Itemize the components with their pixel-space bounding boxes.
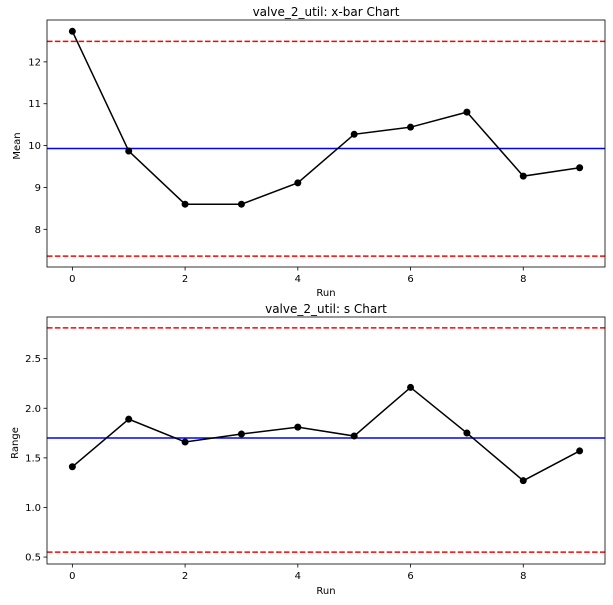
series-line [71,30,580,205]
y-tick-label: 1.5 [25,453,41,464]
x-tick-label: 0 [69,274,75,285]
chart-title: valve_2_util: s Chart [265,302,387,316]
y-tick-label: 9 [35,183,41,194]
data-point [350,432,358,440]
data-point [576,164,584,172]
data-point [181,438,189,446]
y-axis-label: Mean [12,132,23,159]
x-axis-label: Run [316,288,335,299]
chart-title: valve_2_util: x-bar Chart [253,5,400,19]
x-tick-label: 8 [520,571,526,582]
y-tick-label: 2.5 [25,354,41,365]
data-point [350,130,358,138]
x-tick-label: 0 [69,571,75,582]
y-tick-label: 1.0 [25,503,41,514]
data-point [68,463,76,471]
data-point [576,447,584,455]
x-tick-label: 8 [520,274,526,285]
y-tick-label: 12 [28,57,41,68]
data-point [519,477,527,485]
series-group [68,27,584,208]
data-point [125,415,133,423]
data-point [407,123,415,131]
y-tick-label: 10 [28,141,41,152]
x-tick-label: 6 [407,571,413,582]
x-tick-label: 6 [407,274,413,285]
y-ticks: 0.5 1.0 1.5 2.0 2.5 [25,354,47,564]
data-point [463,108,471,116]
data-point [181,200,189,208]
data-point [125,147,133,155]
data-point [463,429,471,437]
x-tick-label: 2 [182,571,188,582]
y-tick-label: 0.5 [25,553,41,564]
y-axis-label: Range [10,427,21,459]
data-point [237,430,245,438]
x-tick-label: 4 [295,571,301,582]
x-axis-label: Run [316,586,335,597]
y-tick-label: 2.0 [25,404,41,415]
data-point [237,200,245,208]
reference-lines [47,327,605,553]
reference-lines [47,40,605,257]
series-line [71,386,580,482]
data-point [68,27,76,35]
data-point [294,179,302,187]
x-tick-label: 2 [182,274,188,285]
plot-area-frame [46,19,606,268]
x-ticks: 0 2 4 6 8 [69,267,526,285]
x-ticks: 0 2 4 6 8 [69,564,526,582]
s-chart: valve_2_util: s Chart 0 2 4 6 8 0.5 1.0 1.5 2.0… [10,302,606,597]
plot-area-frame [46,316,606,565]
data-point [407,383,415,391]
y-ticks: 8 9 10 11 12 [28,57,47,236]
xbar-chart: valve_2_util: x-bar Chart 0 2 4 6 8 8 9 10 11 12… [12,5,606,299]
y-tick-label: 8 [35,225,41,236]
data-point [519,172,527,180]
y-tick-label: 11 [28,99,41,110]
series-group [68,383,584,485]
data-point [294,423,302,431]
x-tick-label: 4 [295,274,301,285]
